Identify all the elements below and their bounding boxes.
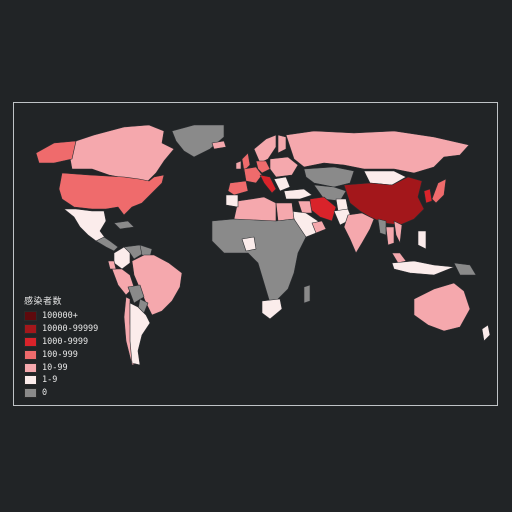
legend-label: 10000-99999 (42, 324, 99, 335)
country-italy[interactable]: Italy (259, 174, 277, 194)
country-egypt[interactable]: Egypt (275, 202, 295, 222)
country-iraq[interactable]: Iraq (297, 200, 313, 214)
legend-item-10-99: 10-99 (24, 361, 98, 374)
legend-label: 0 (42, 388, 48, 399)
map-frame: Canada Alaska Greenland United States Me… (13, 102, 498, 406)
country-turkey[interactable]: Turkey (283, 188, 313, 200)
country-central-america[interactable]: Central America (95, 236, 119, 252)
country-japan[interactable]: Japan (431, 178, 447, 204)
country-eastern-europe[interactable]: Eastern Europe (269, 156, 299, 178)
country-ecuador[interactable]: Ecuador (107, 260, 117, 270)
legend-swatch (24, 375, 37, 386)
legend-swatch (24, 349, 37, 360)
legend-label: 1-9 (42, 375, 58, 386)
country-iran[interactable]: Iran (309, 196, 337, 222)
legend-item-10000-99999: 10000-99999 (24, 323, 98, 336)
country-argentina[interactable]: Argentina (129, 302, 151, 366)
legend-label: 100-999 (42, 349, 78, 360)
legend-swatch (24, 388, 37, 399)
country-india[interactable]: India (343, 212, 375, 254)
legend-item-1-9: 1-9 (24, 374, 98, 387)
country-new-zealand[interactable]: New Zealand (481, 324, 491, 342)
country-thailand[interactable]: Thailand (385, 226, 395, 246)
country-balkans[interactable]: Balkans (273, 176, 291, 192)
country-russia[interactable]: Russia (285, 130, 470, 174)
country-papua-new-guinea[interactable]: Papua New Guinea (453, 262, 477, 276)
legend-item-100000-plus: 100000+ (24, 310, 98, 323)
country-morocco[interactable]: Morocco (225, 194, 239, 208)
country-gulf-states[interactable]: Gulf States (311, 220, 327, 234)
country-bolivia[interactable]: Bolivia (127, 284, 145, 304)
country-alaska[interactable]: Alaska (35, 140, 77, 164)
country-kazakhstan[interactable]: Kazakhstan (303, 166, 355, 188)
country-indonesia[interactable]: Indonesia (391, 260, 455, 276)
world-map[interactable]: Canada Alaska Greenland United States Me… (14, 103, 498, 406)
country-france[interactable]: France (243, 166, 263, 184)
country-sub-saharan-africa[interactable]: Sub-Saharan Africa (211, 218, 307, 304)
legend-label: 10-99 (42, 362, 68, 373)
country-myanmar[interactable]: Myanmar (377, 218, 387, 236)
map-legend: 感染者数 100000+ 10000-99999 1000-9999 100-9… (24, 294, 98, 400)
legend-item-100-999: 100-999 (24, 348, 98, 361)
country-vietnam[interactable]: Vietnam (393, 220, 403, 244)
legend-swatch (24, 324, 37, 335)
country-spain[interactable]: Spain (227, 180, 249, 196)
legend-swatch (24, 311, 37, 322)
country-ireland[interactable]: Ireland (235, 160, 242, 170)
country-mongolia[interactable]: Mongolia (363, 170, 407, 186)
country-australia[interactable]: Australia (413, 282, 471, 332)
country-korea[interactable]: Korea (423, 188, 433, 204)
legend-item-1000-9999: 1000-9999 (24, 336, 98, 349)
country-greenland[interactable]: Greenland (171, 124, 225, 158)
legend-swatch (24, 362, 37, 373)
country-germany[interactable]: Germany (255, 160, 271, 174)
country-united-kingdom[interactable]: United Kingdom (241, 152, 251, 172)
country-iceland[interactable]: Iceland (211, 140, 227, 150)
legend-swatch (24, 336, 37, 347)
country-united-states[interactable]: United States (58, 172, 165, 216)
country-mexico[interactable]: Mexico (63, 208, 107, 242)
country-nigeria[interactable]: Nigeria (241, 236, 257, 252)
country-philippines[interactable]: Philippines (417, 230, 427, 250)
country-madagascar[interactable]: Madagascar (303, 284, 311, 304)
country-cuba[interactable]: Cuba (113, 220, 135, 230)
legend-title: 感染者数 (24, 297, 63, 307)
country-central-asia[interactable]: Central Asia (313, 184, 347, 202)
legend-label: 100000+ (42, 311, 78, 322)
country-venezuela[interactable]: Venezuela (123, 244, 145, 260)
country-south-africa[interactable]: South Africa (261, 298, 283, 320)
country-finland[interactable]: Finland (277, 134, 287, 154)
legend-item-0: 0 (24, 387, 98, 400)
country-china[interactable]: China (343, 176, 425, 226)
country-canada[interactable]: Canada (69, 124, 175, 186)
legend-label: 1000-9999 (42, 336, 89, 347)
country-malaysia[interactable]: Malaysia (391, 252, 407, 264)
